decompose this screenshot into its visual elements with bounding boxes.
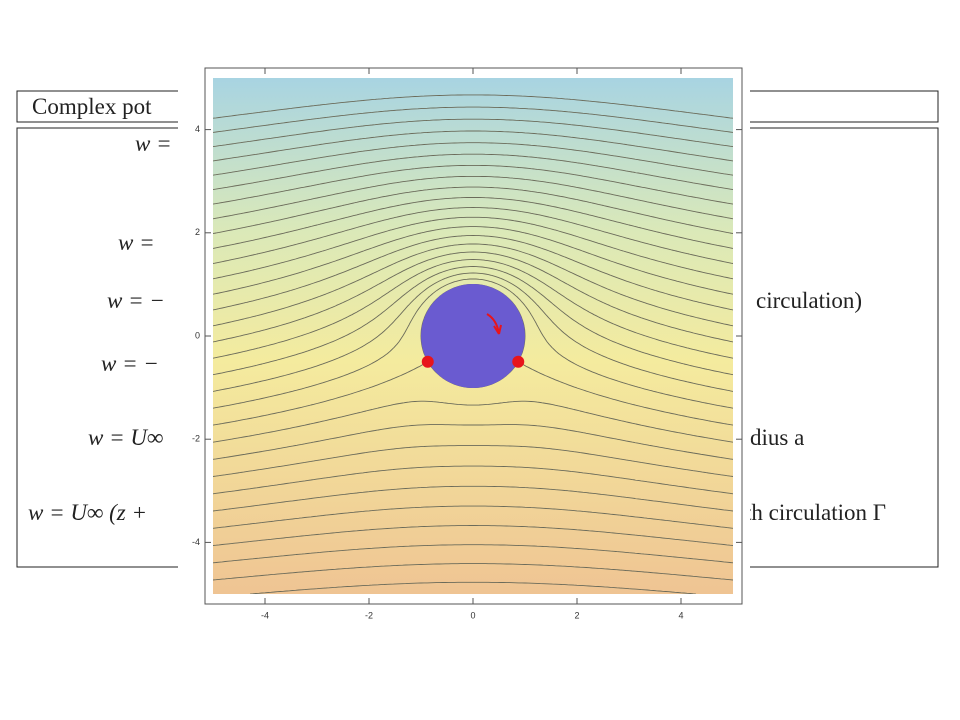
contour-line <box>213 544 733 564</box>
stagnation-point <box>512 355 525 368</box>
contour-line <box>213 525 733 546</box>
y-tick-label: -2 <box>192 434 200 444</box>
contour-line <box>213 235 733 311</box>
contour-line <box>213 94 733 119</box>
contour-line <box>213 563 733 581</box>
contour-line <box>213 118 733 148</box>
equation-note: th circulation Γ <box>745 500 886 525</box>
marks: -4 -2 0 2 4 -4 -2 0 2 4 <box>192 68 742 620</box>
contour-line <box>213 259 733 359</box>
equation-note: circulation) <box>756 288 862 313</box>
y-tick-label: -4 <box>192 537 200 547</box>
contour-line <box>213 505 733 529</box>
equation: w = − <box>107 288 165 313</box>
contour-line <box>213 175 733 220</box>
y-tick-label: 0 <box>195 330 200 340</box>
x-tick-label: 2 <box>574 610 579 620</box>
contour-line <box>213 289 733 443</box>
contour-line <box>213 207 733 264</box>
contour-line <box>213 251 733 343</box>
contour-line <box>213 485 733 512</box>
contour-line <box>213 186 733 234</box>
contour-line <box>213 278 733 409</box>
x-tick-label: 0 <box>470 610 475 620</box>
slide-title: Complex pot <box>32 94 152 119</box>
equation-note: dius a <box>750 425 804 450</box>
contour-line <box>213 424 733 460</box>
cylinder <box>421 284 525 388</box>
contour-line <box>213 130 733 162</box>
contour-line <box>213 272 733 392</box>
contour-line <box>213 266 733 376</box>
equation: w = − <box>101 351 159 376</box>
contour-line <box>213 153 733 191</box>
contour-line <box>213 164 733 205</box>
equation: w = <box>135 131 172 156</box>
contour-line <box>213 445 733 477</box>
x-tick-label: -2 <box>365 610 373 620</box>
contour-line <box>213 465 733 495</box>
equation: w = U∞ (z + <box>28 500 147 525</box>
stagnation-point <box>421 355 434 368</box>
axes-frame <box>204 67 743 605</box>
circulation-arrow <box>486 313 502 335</box>
equation: w = U∞ <box>88 425 163 450</box>
contour-line <box>213 142 733 176</box>
x-tick-label: -4 <box>261 610 269 620</box>
contour-line <box>250 581 696 594</box>
contour-line <box>213 197 733 249</box>
x-tick-label: 4 <box>678 610 683 620</box>
equation: w = <box>118 230 155 255</box>
contour-line <box>213 216 733 280</box>
contours <box>213 94 733 594</box>
y-tick-label: 2 <box>195 227 200 237</box>
contour-line <box>213 106 733 133</box>
contour-line <box>213 243 733 327</box>
contour-line <box>213 226 733 295</box>
y-tick-label: 4 <box>195 124 200 134</box>
